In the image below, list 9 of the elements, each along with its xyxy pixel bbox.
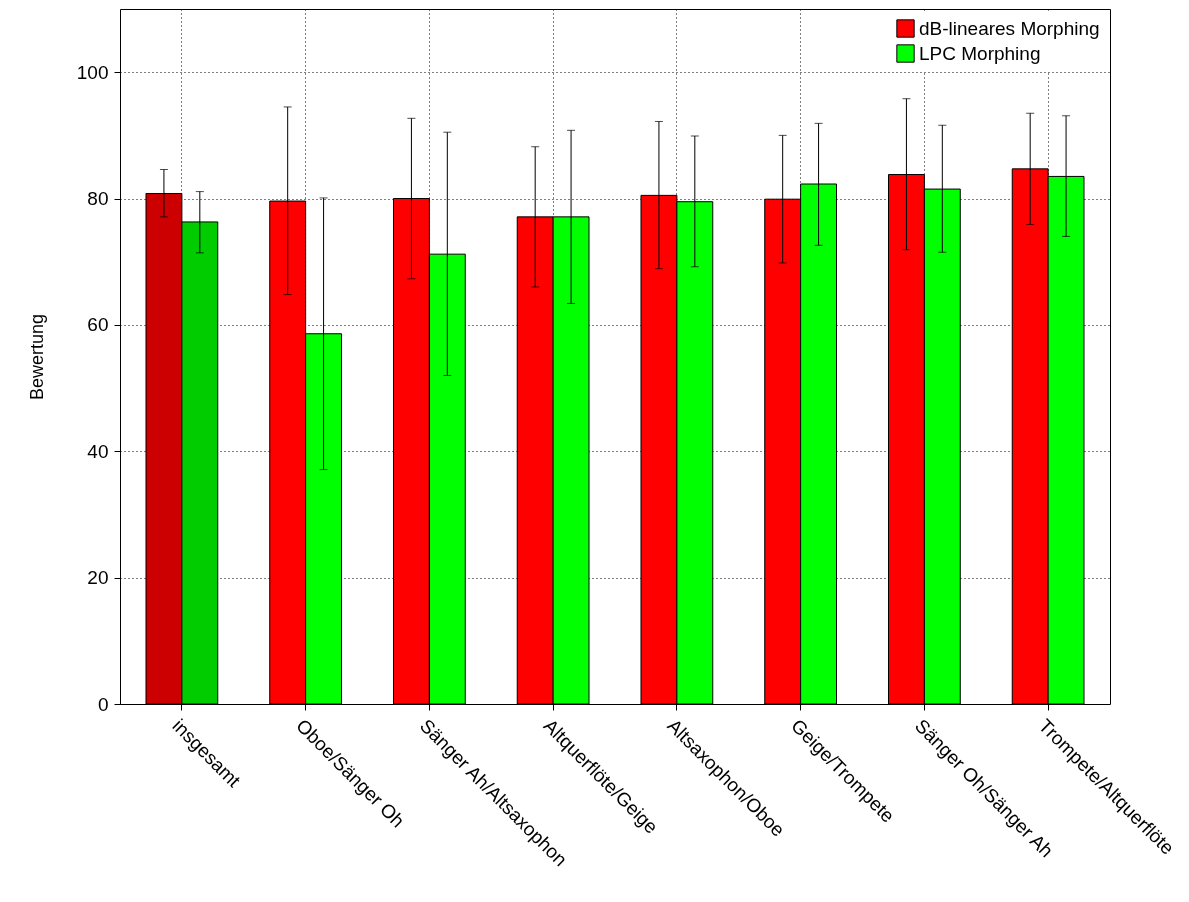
y-tick-label: 80 bbox=[87, 188, 109, 210]
legend-label: LPC Morphing bbox=[919, 42, 1041, 64]
y-tick-label: 100 bbox=[76, 61, 109, 83]
y-tick-label: 60 bbox=[87, 314, 109, 336]
legend-label: dB-lineares Morphing bbox=[919, 17, 1100, 39]
y-tick-label: 20 bbox=[87, 567, 109, 589]
y-tick-label: 40 bbox=[87, 440, 109, 462]
y-tick-label: 0 bbox=[97, 693, 109, 715]
y-axis-title: Bewertung bbox=[26, 313, 47, 401]
